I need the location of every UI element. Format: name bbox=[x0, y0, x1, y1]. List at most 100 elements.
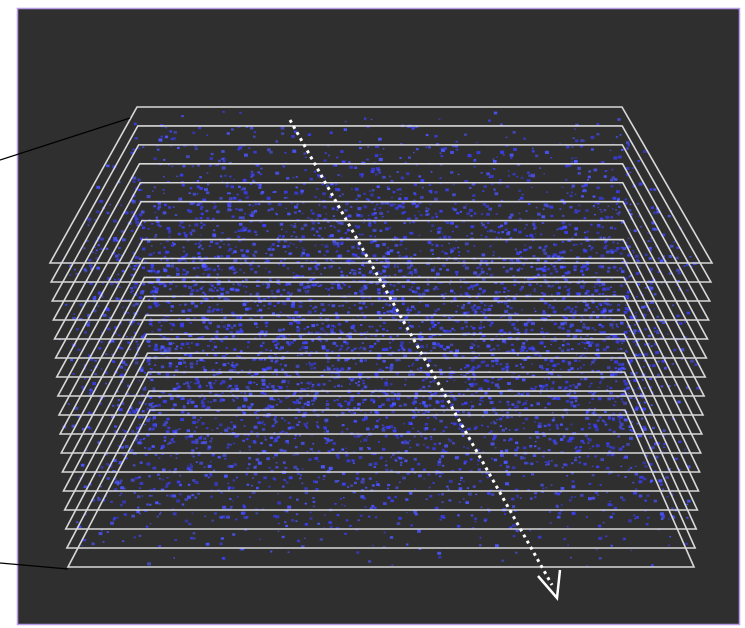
speckle bbox=[474, 428, 476, 430]
speckle bbox=[574, 397, 578, 400]
speckle bbox=[329, 236, 331, 238]
speckle bbox=[382, 265, 385, 267]
speckle bbox=[660, 484, 663, 486]
speckle bbox=[280, 364, 282, 366]
speckle bbox=[339, 349, 341, 351]
speckle bbox=[327, 366, 329, 368]
speckle bbox=[107, 477, 110, 480]
speckle bbox=[458, 255, 460, 256]
speckle bbox=[321, 244, 323, 245]
speckle bbox=[402, 285, 405, 288]
speckle bbox=[610, 504, 613, 506]
speckle bbox=[336, 209, 338, 210]
speckle bbox=[281, 369, 284, 371]
speckle bbox=[358, 248, 360, 250]
speckle bbox=[544, 302, 547, 305]
speckle bbox=[139, 296, 143, 299]
speckle bbox=[501, 560, 504, 562]
speckle bbox=[372, 484, 375, 486]
speckle bbox=[418, 211, 420, 212]
speckle bbox=[105, 383, 107, 385]
speckle bbox=[389, 336, 392, 338]
speckle bbox=[131, 479, 135, 482]
speckle bbox=[431, 316, 434, 318]
speckle bbox=[327, 368, 331, 371]
speckle bbox=[660, 260, 663, 263]
speckle bbox=[205, 265, 208, 267]
speckle bbox=[223, 244, 225, 245]
speckle bbox=[414, 184, 417, 187]
speckle bbox=[196, 461, 198, 463]
speckle bbox=[550, 215, 553, 217]
speckle bbox=[616, 203, 618, 205]
speckle bbox=[449, 499, 452, 501]
speckle bbox=[538, 536, 542, 539]
speckle bbox=[615, 380, 617, 382]
speckle bbox=[251, 173, 255, 176]
speckle bbox=[326, 185, 329, 187]
speckle bbox=[282, 264, 285, 266]
speckle bbox=[253, 440, 256, 443]
speckle bbox=[614, 507, 617, 510]
speckle bbox=[309, 362, 311, 363]
speckle bbox=[440, 519, 443, 521]
speckle bbox=[486, 364, 489, 367]
speckle bbox=[508, 313, 510, 315]
speckle bbox=[156, 278, 160, 281]
speckle bbox=[169, 365, 172, 367]
speckle bbox=[274, 369, 278, 372]
speckle bbox=[326, 422, 328, 423]
speckle bbox=[369, 478, 372, 480]
speckle bbox=[274, 479, 277, 481]
speckle bbox=[639, 476, 643, 479]
speckle bbox=[589, 316, 593, 319]
speckle bbox=[668, 545, 670, 547]
speckle bbox=[68, 403, 70, 405]
speckle bbox=[535, 386, 537, 388]
speckle bbox=[259, 184, 262, 186]
speckle bbox=[477, 151, 481, 154]
speckle bbox=[324, 431, 326, 432]
speckle bbox=[515, 365, 518, 367]
speckle bbox=[501, 231, 504, 233]
speckle bbox=[207, 274, 210, 277]
speckle bbox=[248, 307, 251, 310]
speckle bbox=[533, 255, 536, 257]
speckle bbox=[305, 342, 308, 345]
speckle bbox=[196, 447, 198, 449]
speckle bbox=[594, 214, 596, 216]
speckle bbox=[531, 174, 535, 177]
speckle bbox=[641, 418, 643, 420]
speckle bbox=[470, 346, 474, 349]
speckle bbox=[384, 382, 387, 385]
speckle bbox=[395, 244, 399, 247]
speckle bbox=[208, 465, 212, 468]
speckle bbox=[446, 221, 450, 224]
speckle bbox=[203, 438, 206, 440]
speckle bbox=[131, 290, 134, 292]
speckle bbox=[481, 425, 483, 427]
speckle bbox=[438, 461, 442, 464]
speckle bbox=[256, 285, 259, 287]
speckle bbox=[471, 408, 473, 409]
speckle bbox=[166, 259, 169, 261]
speckle bbox=[552, 285, 554, 287]
speckle bbox=[406, 512, 408, 513]
speckle bbox=[433, 346, 436, 349]
speckle bbox=[376, 340, 379, 343]
speckle bbox=[181, 411, 184, 414]
speckle bbox=[232, 399, 234, 400]
speckle bbox=[499, 330, 503, 333]
speckle bbox=[341, 369, 343, 371]
speckle bbox=[425, 147, 427, 149]
speckle bbox=[673, 349, 676, 352]
speckle bbox=[378, 271, 380, 273]
speckle bbox=[337, 457, 340, 459]
speckle bbox=[546, 191, 548, 192]
speckle bbox=[431, 244, 433, 246]
speckle bbox=[591, 247, 594, 249]
speckle bbox=[144, 424, 146, 425]
speckle bbox=[155, 234, 157, 236]
speckle bbox=[166, 240, 169, 242]
speckle bbox=[302, 213, 304, 215]
